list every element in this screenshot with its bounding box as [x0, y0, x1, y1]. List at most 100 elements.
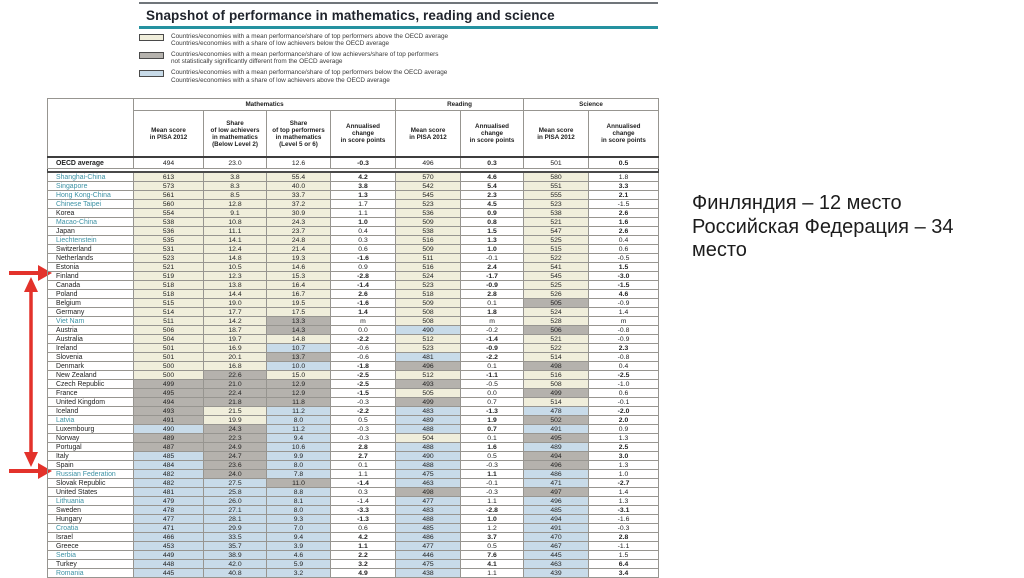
col-header-math-mean: Mean score in PISA 2012 — [133, 110, 204, 158]
score-cell: 514 — [523, 397, 590, 407]
score-cell: 524 — [523, 307, 590, 317]
score-cell: 1.6 — [460, 442, 525, 452]
score-cell: 21.4 — [266, 244, 331, 254]
country-label: Portugal — [47, 442, 134, 452]
score-cell: 38.9 — [203, 550, 267, 560]
score-cell: -0.8 — [588, 325, 660, 335]
score-cell: 28.1 — [203, 514, 267, 524]
score-cell: 487 — [133, 442, 204, 452]
score-cell: 1.4 — [588, 487, 660, 497]
score-cell: -0.2 — [460, 325, 525, 335]
score-cell: 560 — [133, 199, 204, 209]
rank-annotation: Финляндия – 12 место Российская Федераци… — [692, 192, 992, 263]
country-label: New Zealand — [47, 370, 134, 380]
score-cell: 14.8 — [203, 253, 267, 263]
score-cell: 495 — [133, 388, 204, 398]
country-label: Australia — [47, 334, 134, 344]
legend-item-not-significant: Countries/economies with a mean performa… — [139, 51, 658, 66]
score-cell: -1.0 — [588, 379, 660, 389]
score-cell: 9.3 — [266, 514, 331, 524]
country-label: Luxembourg — [47, 424, 134, 434]
score-cell: 516 — [395, 235, 462, 245]
score-cell: 3.2 — [266, 568, 331, 578]
score-cell: 0.6 — [588, 388, 660, 398]
score-cell: 26.0 — [203, 496, 267, 506]
score-cell: -0.6 — [329, 343, 397, 353]
country-label: Romania — [47, 568, 134, 578]
score-cell: -1.5 — [329, 388, 397, 398]
score-cell: 24.9 — [203, 442, 267, 452]
score-cell: 1.3 — [588, 496, 660, 506]
score-cell: 1.4 — [329, 307, 397, 317]
score-cell: 1.0 — [460, 244, 525, 254]
country-label: Italy — [47, 451, 134, 461]
score-cell: 1.8 — [588, 171, 660, 182]
score-cell: 531 — [133, 244, 204, 254]
legend-label: Countries/economies with a mean performa… — [171, 33, 449, 48]
score-cell: m — [329, 316, 397, 326]
score-cell: 0.6 — [329, 523, 397, 533]
score-cell: -1.5 — [588, 280, 660, 290]
score-cell: -2.8 — [329, 271, 397, 281]
score-cell: 523 — [523, 199, 590, 209]
rank-annotation-line: Российская Федерация – 34 — [692, 215, 954, 238]
score-cell: 523 — [133, 253, 204, 263]
score-cell: 448 — [133, 559, 204, 569]
score-cell: 508 — [395, 316, 462, 326]
score-cell: 2.8 — [460, 289, 525, 299]
score-cell: 478 — [523, 406, 590, 416]
score-cell: 1.1 — [460, 496, 525, 506]
score-cell: 1.9 — [460, 415, 525, 425]
score-cell: 37.2 — [266, 199, 331, 209]
score-cell: 16.8 — [203, 361, 267, 371]
pisa-results-table: Mathematics Reading Science Mean score i… — [47, 98, 660, 578]
score-cell: 508 — [523, 379, 590, 389]
col-header-reading-annualised-change: Annualised change in score points — [460, 110, 525, 158]
score-cell: 613 — [133, 171, 204, 182]
score-cell: 13.8 — [203, 280, 267, 290]
score-cell: 3.7 — [460, 532, 525, 542]
score-cell: -0.5 — [460, 379, 525, 389]
legend-item-below-average: Countries/economies with a mean performa… — [139, 69, 658, 84]
col-header-science-annualised-change: Annualised change in score points — [588, 110, 660, 158]
score-cell: 12.3 — [203, 271, 267, 281]
score-cell: 40.0 — [266, 181, 331, 191]
score-cell: 40.8 — [203, 568, 267, 578]
score-cell: 528 — [523, 316, 590, 326]
score-cell: 11.8 — [266, 397, 331, 407]
score-cell: 9.4 — [266, 433, 331, 443]
score-cell: 12.4 — [203, 244, 267, 254]
score-cell: 1.5 — [588, 550, 660, 560]
score-cell: 19.3 — [266, 253, 331, 263]
score-cell: 536 — [395, 208, 462, 218]
score-cell: 494 — [523, 451, 590, 461]
score-cell: 2.4 — [460, 262, 525, 272]
country-label: Norway — [47, 433, 134, 443]
score-cell: 545 — [395, 190, 462, 200]
score-cell: 2.2 — [329, 550, 397, 560]
score-cell: -1.3 — [460, 406, 525, 416]
score-cell: 526 — [523, 289, 590, 299]
score-cell: 483 — [395, 406, 462, 416]
table-wrap: Mathematics Reading Science Mean score i… — [47, 98, 660, 578]
score-cell: 29.9 — [203, 523, 267, 533]
score-cell: 0.9 — [588, 424, 660, 434]
score-cell: 501 — [133, 343, 204, 353]
score-cell: 501 — [523, 156, 590, 169]
finland-to-russia-span-arrow — [24, 277, 38, 467]
score-cell: 1.5 — [588, 262, 660, 272]
legend-item-above-average: Countries/economies with a mean performa… — [139, 33, 658, 48]
score-cell: 521 — [523, 217, 590, 227]
score-cell: -0.1 — [460, 478, 525, 488]
score-cell: 0.9 — [329, 262, 397, 272]
score-cell: 3.8 — [329, 181, 397, 191]
score-cell: 491 — [523, 523, 590, 533]
score-cell: 33.5 — [203, 532, 267, 542]
score-cell: 494 — [133, 156, 204, 169]
country-label: Switzerland — [47, 244, 134, 254]
country-label: United States — [47, 487, 134, 497]
score-cell: 1.3 — [588, 433, 660, 443]
score-cell: 8.8 — [266, 487, 331, 497]
score-cell: 496 — [395, 361, 462, 371]
country-label: Japan — [47, 226, 134, 236]
